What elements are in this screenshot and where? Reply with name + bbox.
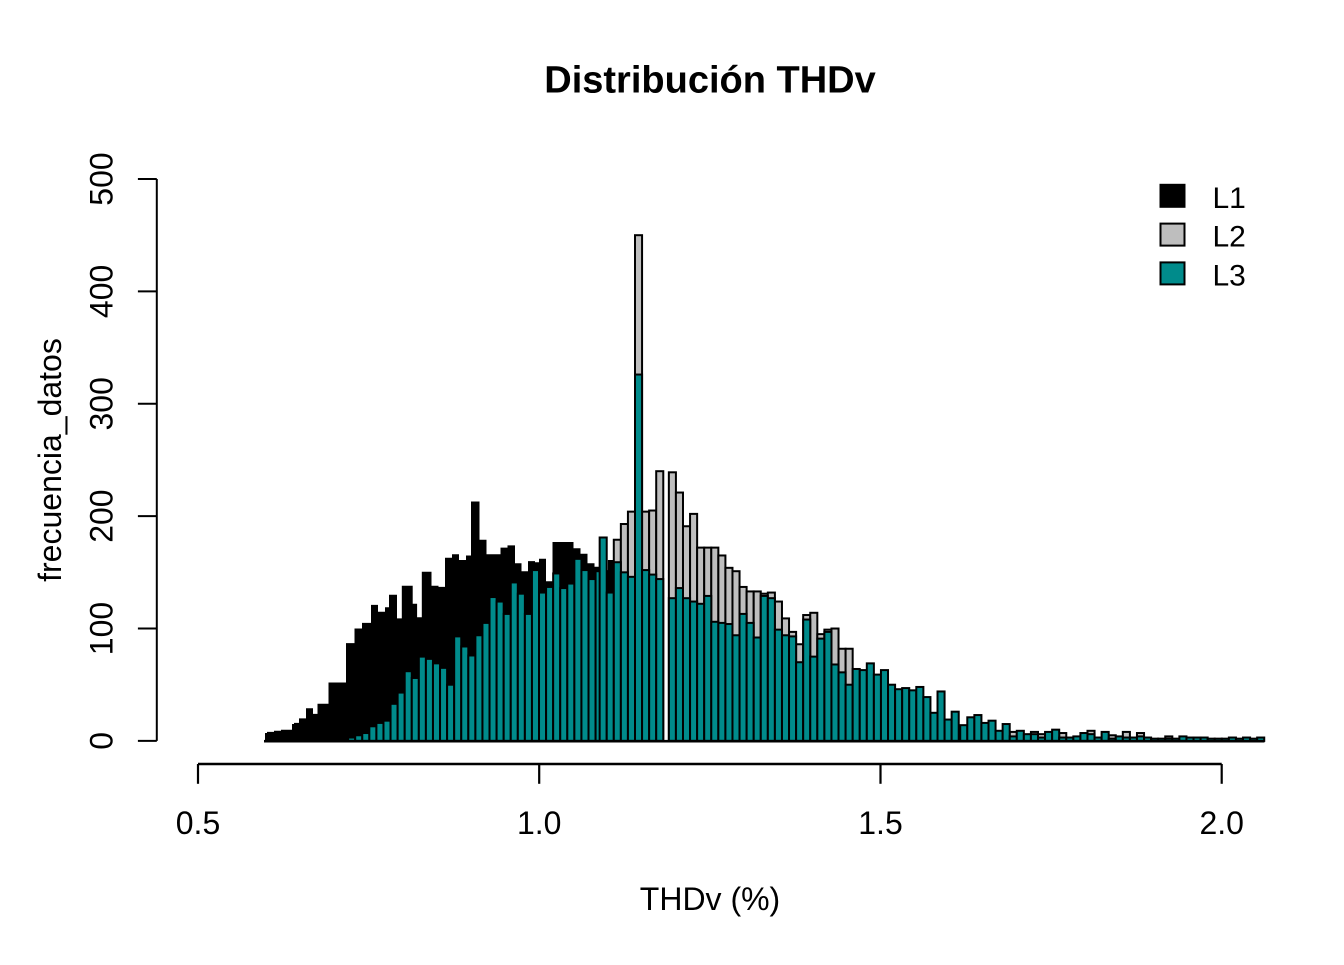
svg-text:1.0: 1.0	[517, 805, 561, 841]
svg-text:0: 0	[84, 732, 120, 750]
svg-text:300: 300	[84, 377, 120, 430]
svg-text:500: 500	[84, 152, 120, 205]
svg-text:L1: L1	[1213, 182, 1246, 215]
svg-text:200: 200	[84, 489, 120, 542]
svg-text:2.0: 2.0	[1199, 805, 1243, 841]
svg-text:frecuencia_datos: frecuencia_datos	[32, 338, 68, 582]
svg-text:100: 100	[84, 602, 120, 655]
svg-text:400: 400	[84, 265, 120, 318]
svg-text:L2: L2	[1213, 221, 1246, 254]
svg-text:L3: L3	[1213, 259, 1246, 292]
svg-text:1.5: 1.5	[858, 805, 902, 841]
svg-text:0.5: 0.5	[176, 805, 220, 841]
svg-text:THDv (%): THDv (%)	[640, 881, 780, 917]
svg-text:Distribución THDv: Distribución THDv	[544, 60, 875, 102]
